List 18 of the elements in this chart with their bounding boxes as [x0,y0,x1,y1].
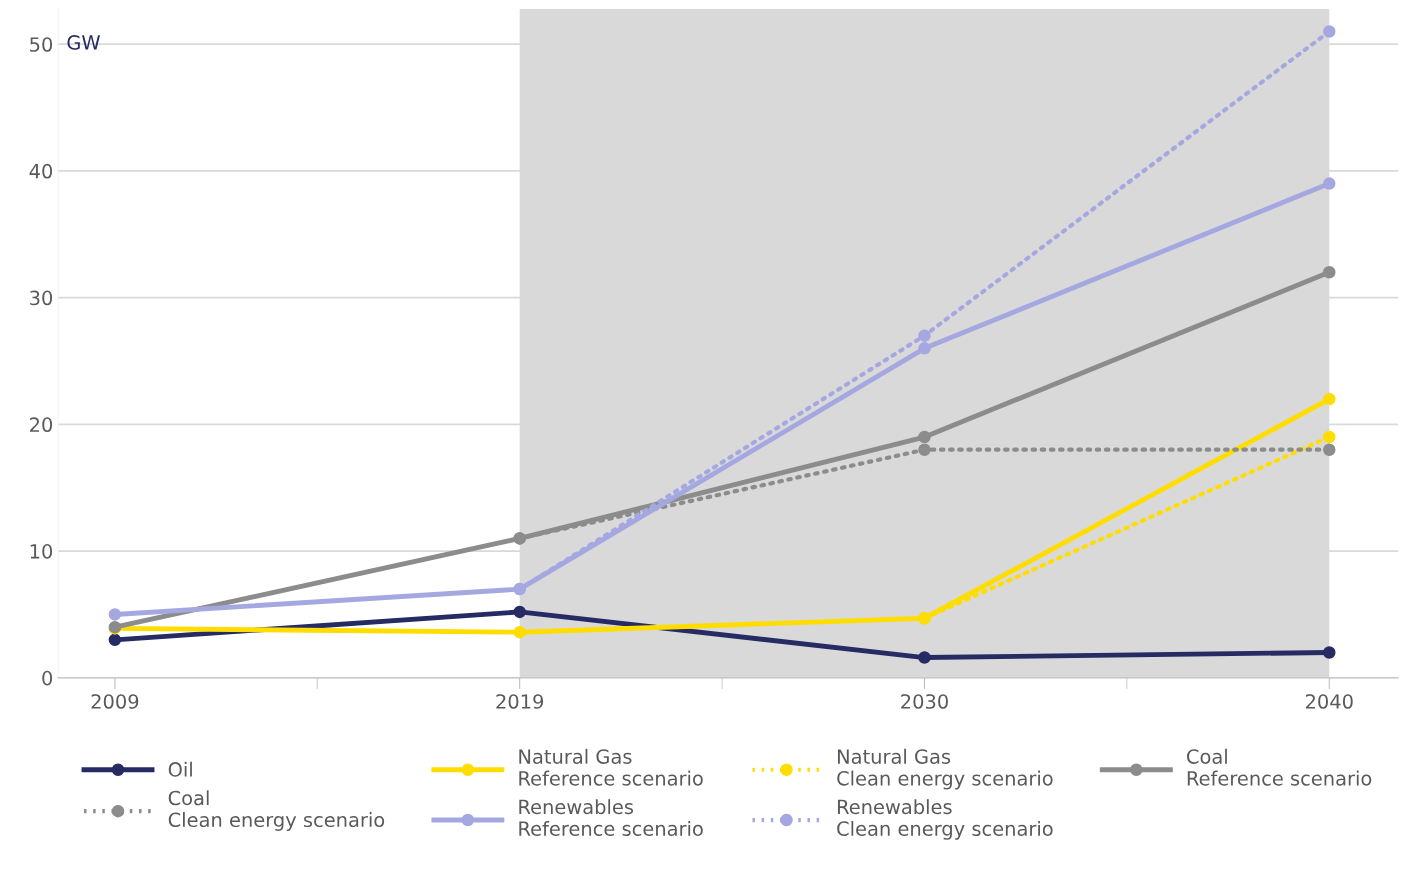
y-tick-label: 20 [30,417,53,433]
x-tick-label: 2040 [1305,694,1353,709]
y-tick-label: 40 [29,163,53,179]
legend-label: Coal Clean energy scenario [168,790,385,831]
legend-label: Oil [168,761,192,777]
x-tick-label: 2019 [496,694,544,709]
legend-label: Renewables Reference scenario [519,799,703,836]
legend-label: Renewables Clean energy scenario [837,799,1053,840]
y-axis-title: GW [67,35,100,50]
legend-label: Natural Gas Clean energy scenario [837,748,1053,790]
x-tick-label: 2030 [901,694,948,709]
y-tick-label: 50 [30,37,53,52]
legend-label: Coal Reference scenario [1187,748,1372,786]
legend-label: Natural Gas Reference scenario [519,748,703,786]
y-tick-label: 0 [42,670,53,686]
y-tick-label: 30 [30,290,53,306]
x-tick-label: 2009 [91,694,139,709]
y-tick-label: 10 [30,544,53,559]
